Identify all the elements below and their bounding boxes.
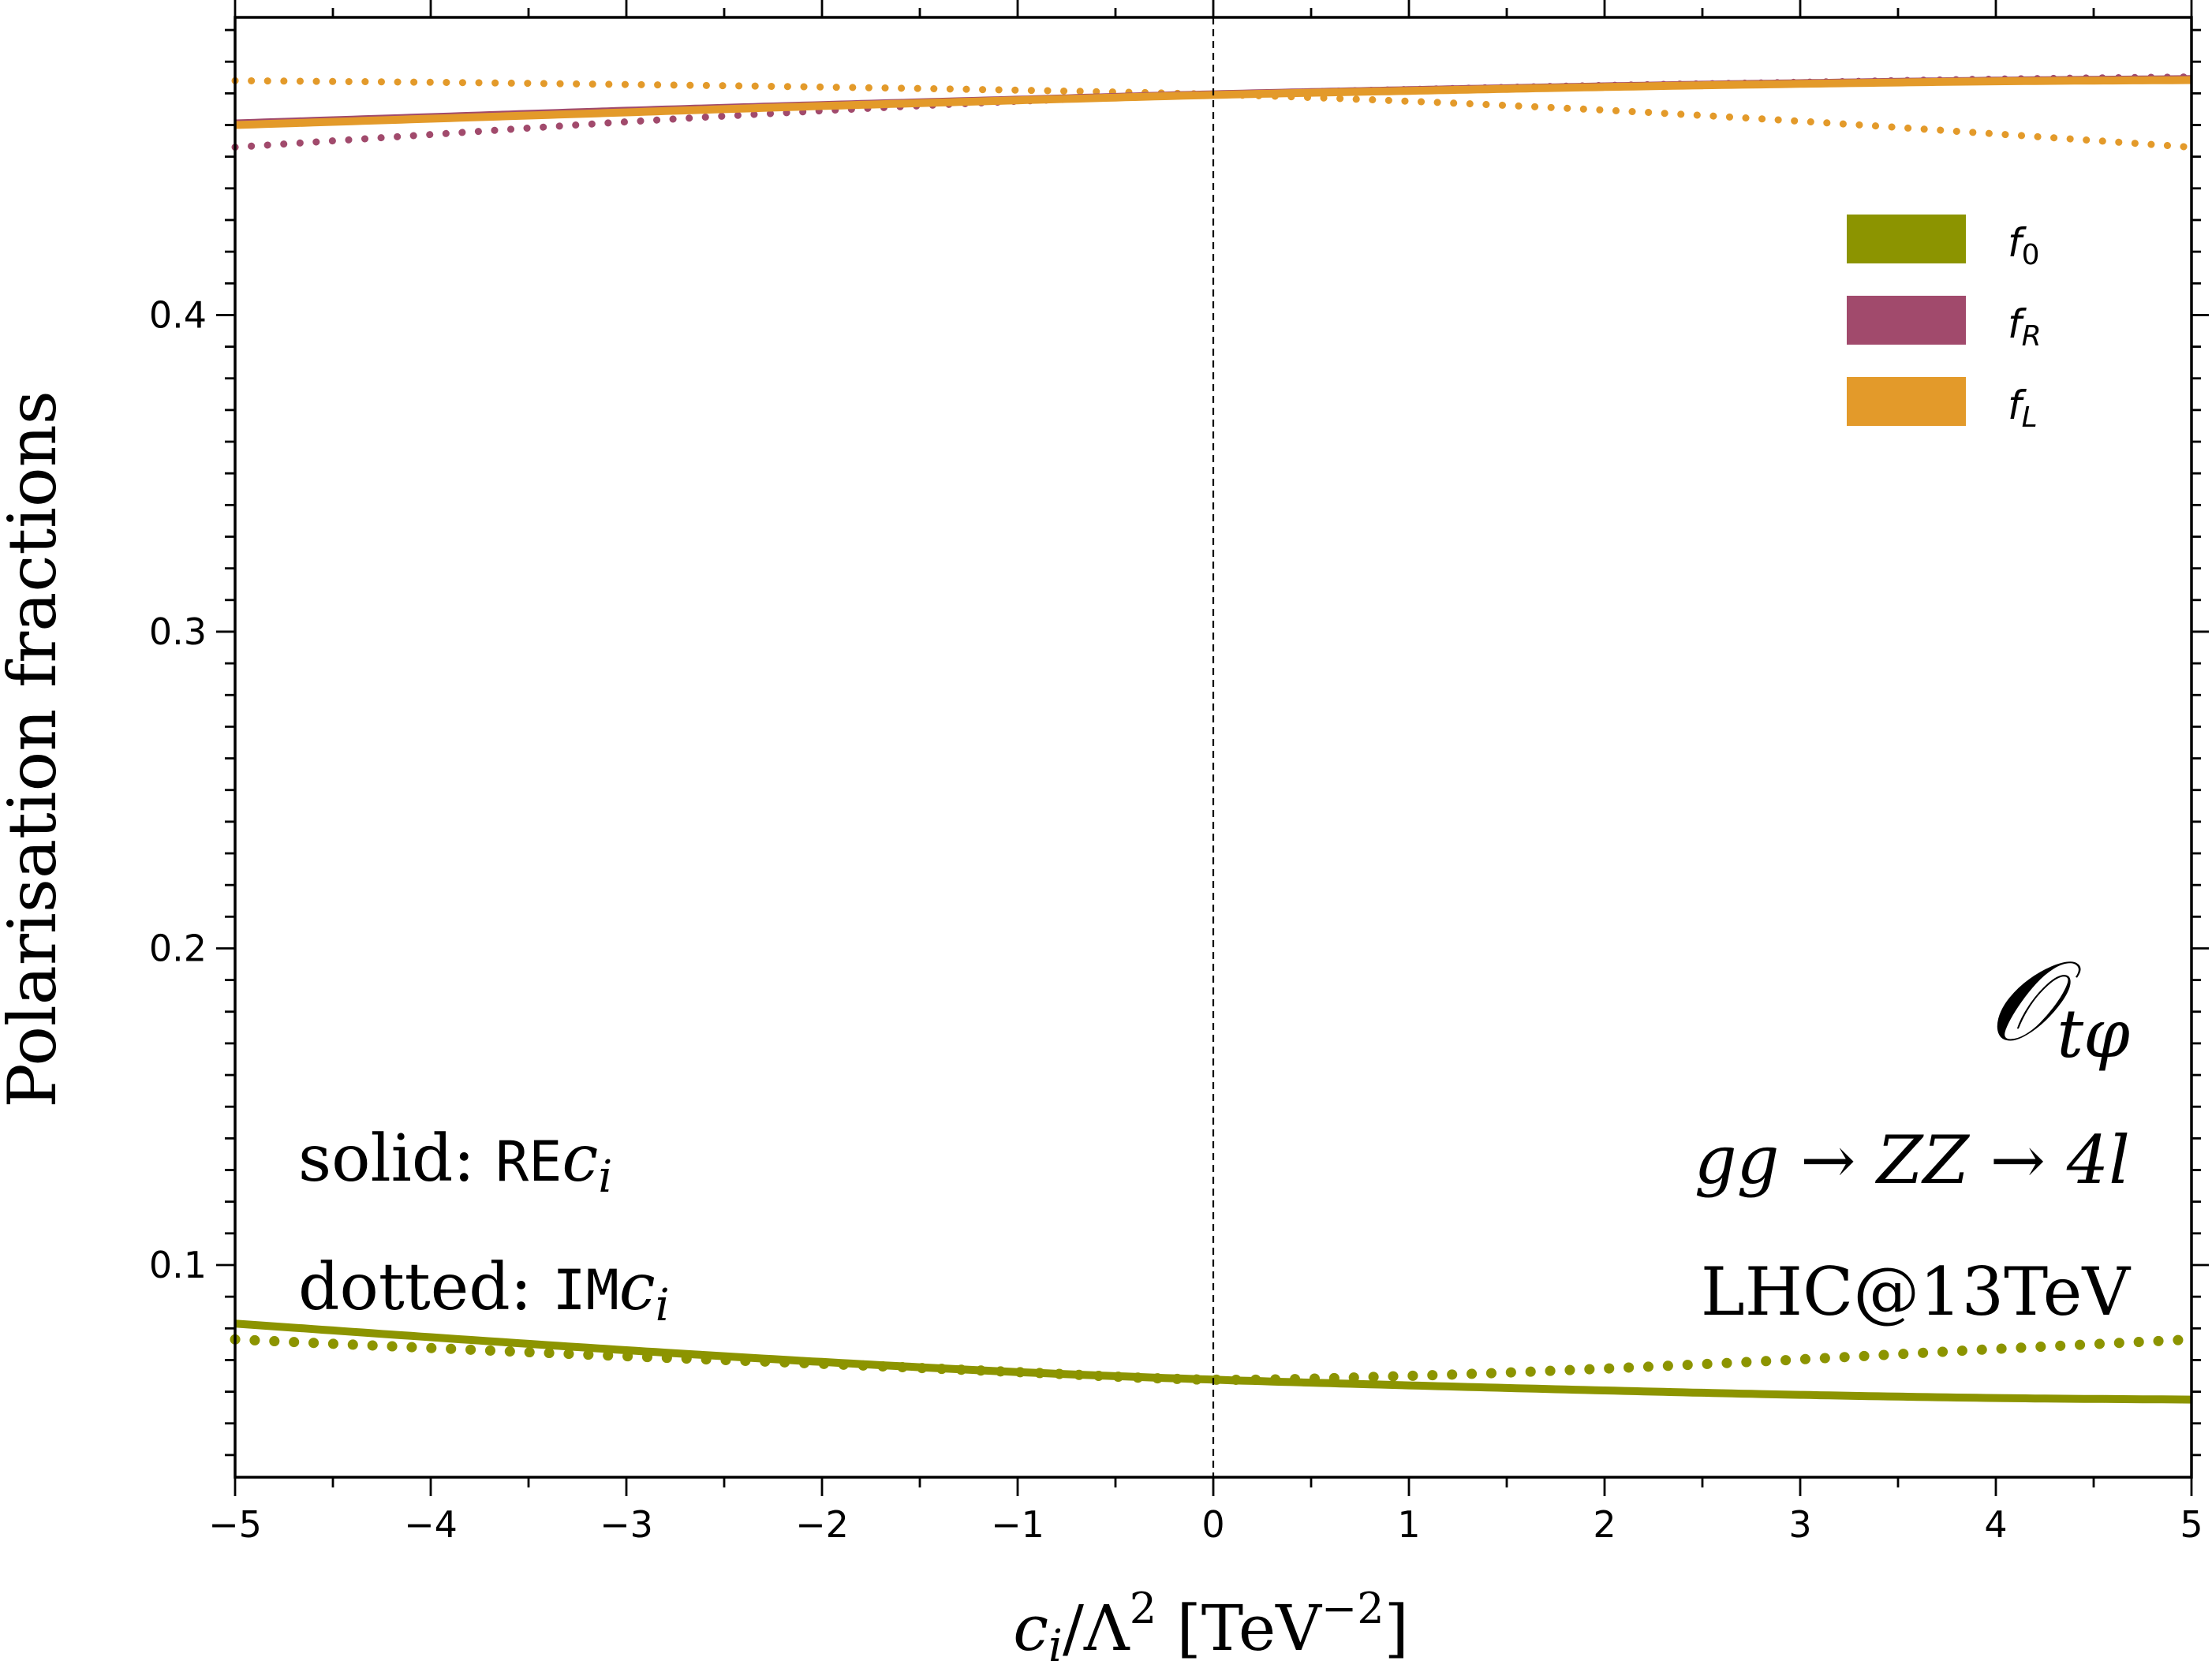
process-annotation: gg → ZZ → 4l [1694, 1122, 2130, 1199]
x-tick-label: −2 [795, 1503, 849, 1546]
y-tick-label: 0.3 [149, 610, 207, 653]
legend: f0 fR fL [1847, 215, 2042, 434]
y-tick-label: 0.2 [149, 927, 207, 969]
x-tick-label: −1 [991, 1503, 1044, 1546]
ticks-layer: −5 −4 −3 −2 −1 0 1 2 3 4 5 0.1 0.2 0.3 0.4 [149, 0, 2209, 1546]
x-tick-label: 5 [2180, 1503, 2203, 1546]
x-tick-label: 0 [1201, 1503, 1224, 1546]
x-tick-label: −5 [208, 1503, 262, 1546]
x-tick-label: 3 [1788, 1503, 1811, 1546]
y-tick-label: 0.1 [149, 1244, 207, 1286]
legend-label-fR: fR [2008, 301, 2042, 353]
dotted-style-note: dotted: IMci [298, 1250, 670, 1331]
x-tick-label: −3 [600, 1503, 653, 1546]
x-tick-label: 2 [1593, 1503, 1616, 1546]
legend-swatch-f0 [1847, 215, 1966, 263]
legend-label-f0: f0 [2008, 220, 2040, 271]
y-tick-label: 0.4 [149, 293, 207, 336]
legend-swatch-fR [1847, 296, 1966, 345]
operator-annotation: 𝒪tφ [1987, 938, 2130, 1073]
y-axis-title: Polarisation fractions [0, 390, 71, 1108]
x-tick-label: 1 [1397, 1503, 1420, 1546]
x-tick-label: 4 [1984, 1503, 2007, 1546]
plot-frame [234, 16, 2193, 1479]
legend-label-fL: fL [2008, 383, 2038, 434]
solid-style-note: solid: REci [298, 1122, 612, 1203]
x-axis-title: ci/Λ2 [TeV−2] [1013, 1584, 1409, 1672]
collider-annotation: LHC@13TeV [1701, 1253, 2131, 1331]
series-fR-dotted [231, 73, 2195, 151]
legend-swatch-fL [1847, 377, 1966, 426]
x-tick-label: −4 [404, 1503, 458, 1546]
